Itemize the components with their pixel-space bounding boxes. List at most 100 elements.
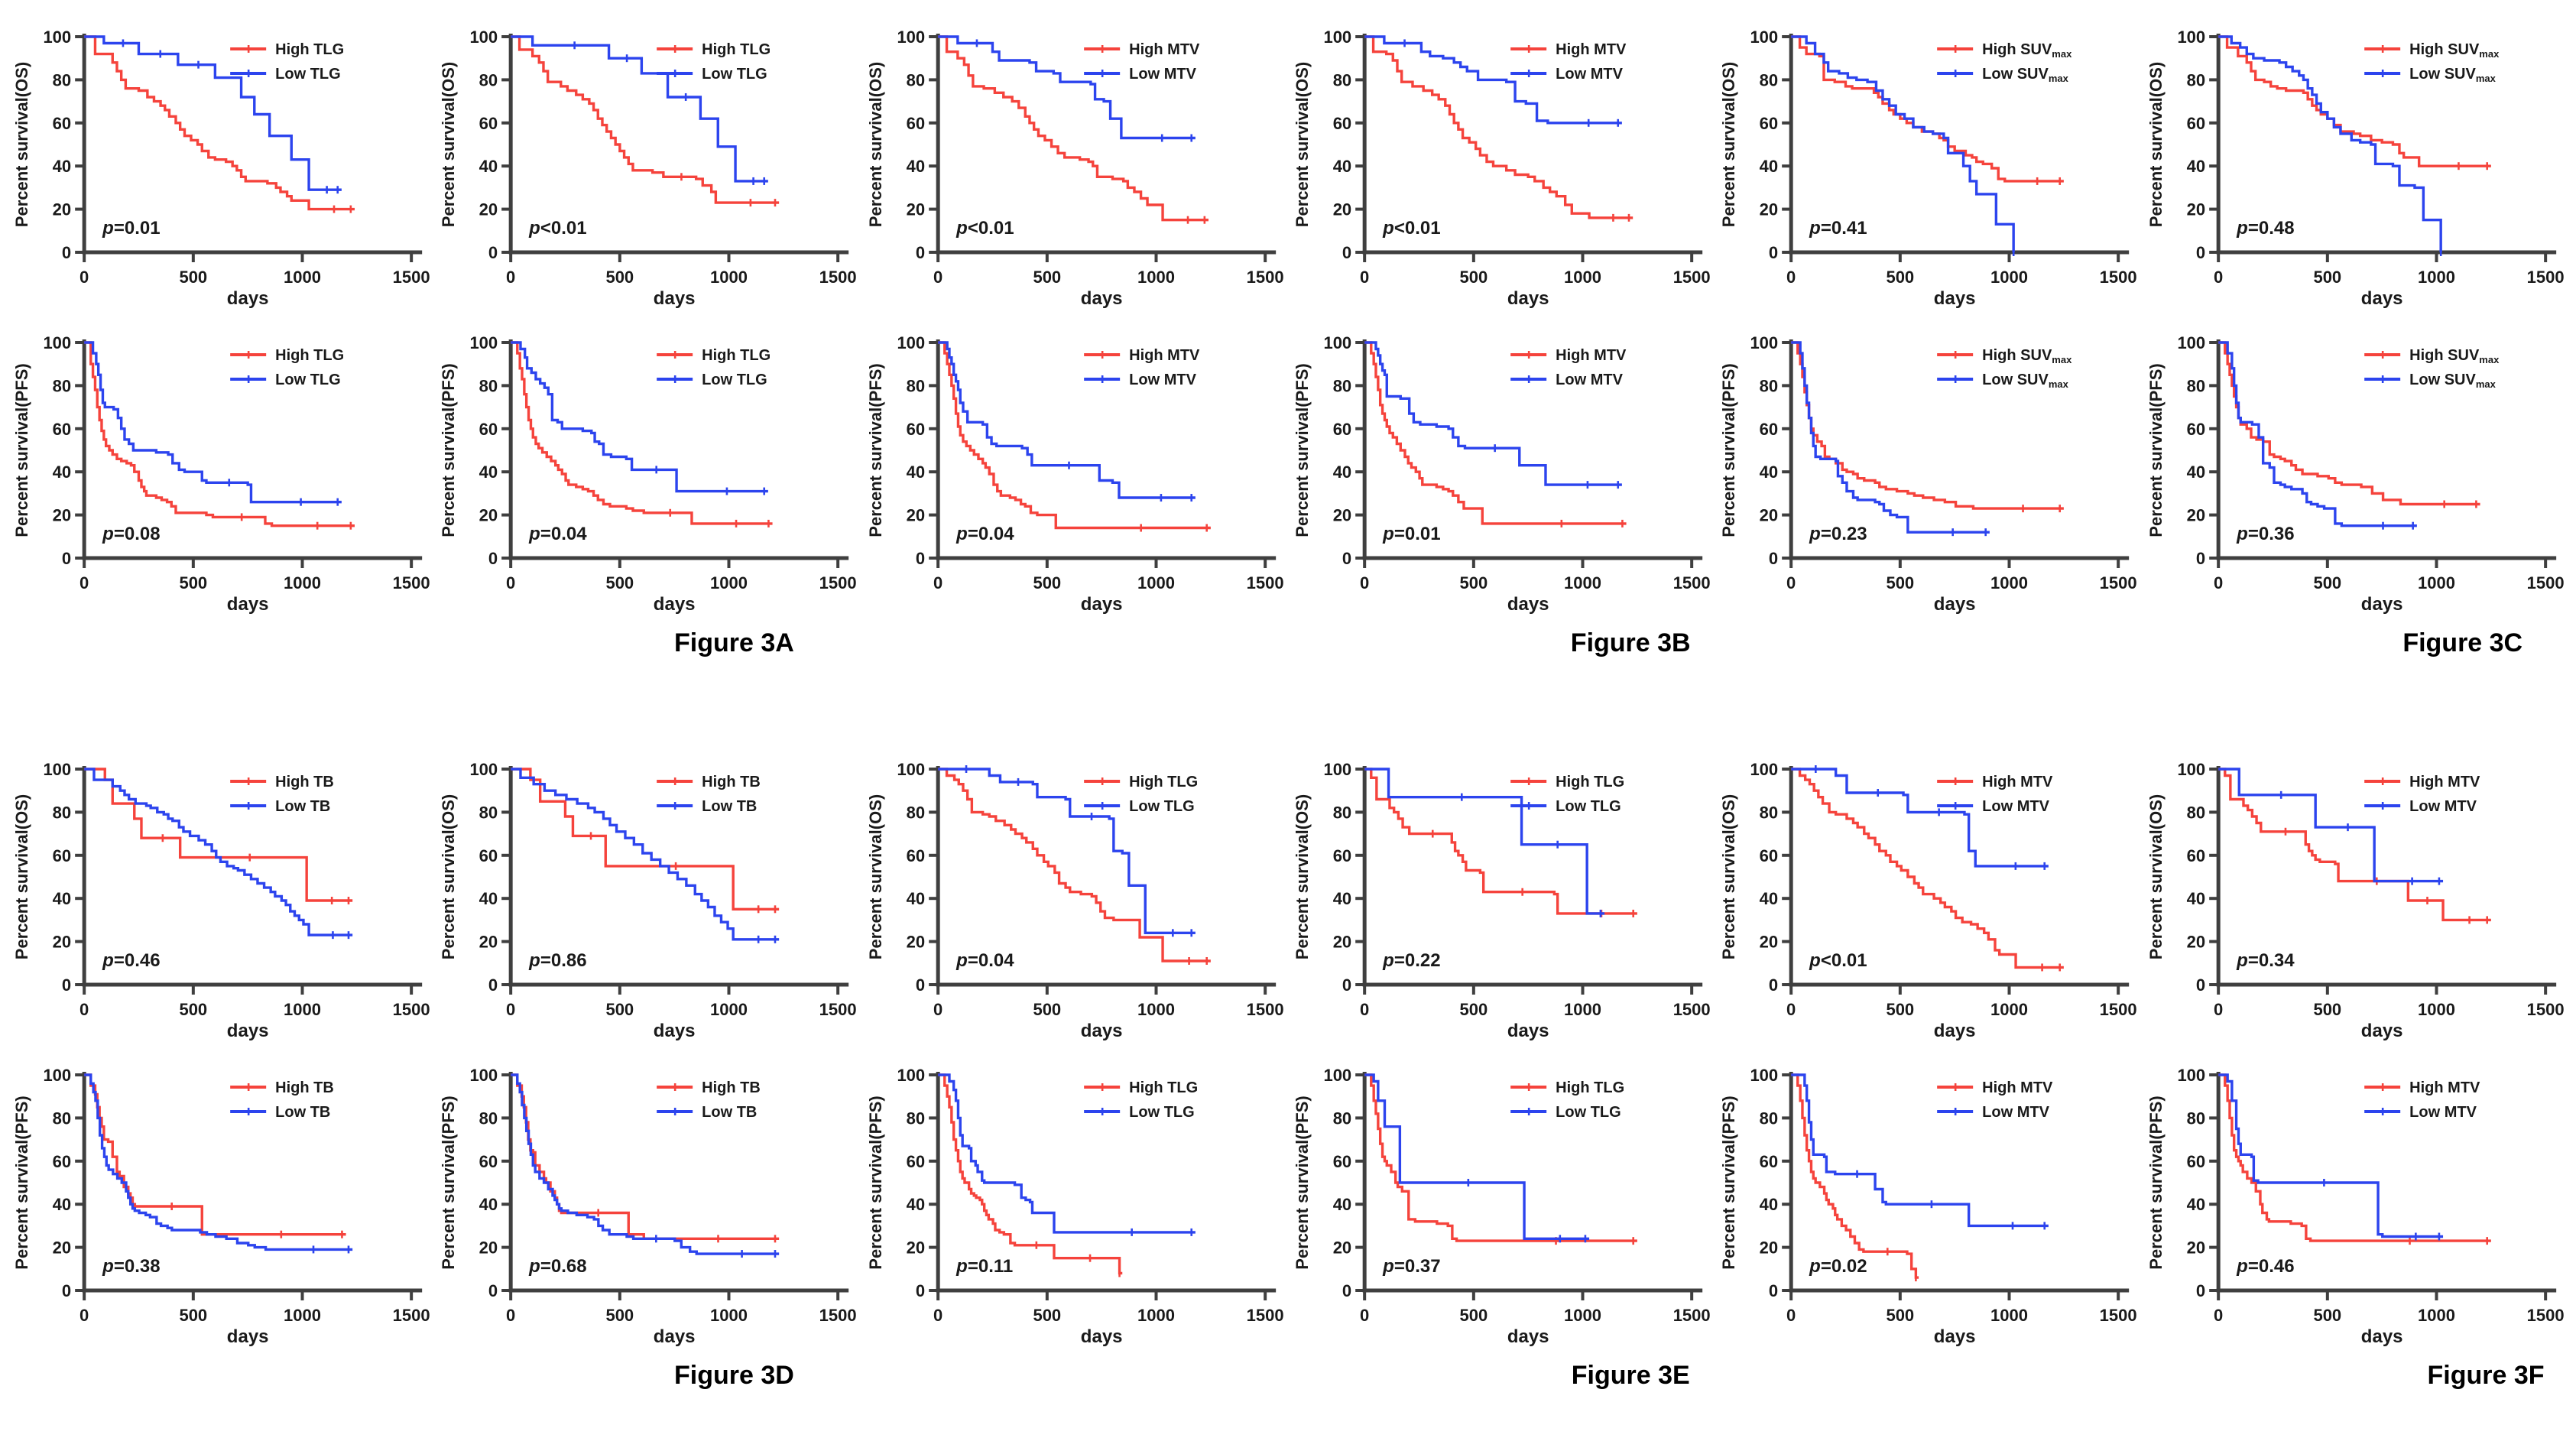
km-plot-3f-pfs-2: 0 20 40 60 80 100 0 500 1000 1500 days Percent surv…: [2142, 1044, 2568, 1350]
y-axis-label: Percent survival(OS): [12, 62, 31, 227]
legend-label-low-tb: Low TB: [275, 798, 330, 815]
panel-label-figure-3c: Figure 3C: [2402, 628, 2523, 657]
svg-text:1500: 1500: [2526, 1000, 2564, 1019]
svg-text:40: 40: [1760, 1195, 1778, 1214]
x-axis-label: days: [227, 594, 269, 615]
y-axis-label: Percent survival(OS): [2146, 62, 2166, 227]
legend-label-high-mtv: High MTV: [1556, 347, 1627, 364]
svg-text:40: 40: [2186, 889, 2205, 908]
legend-label-high-mtv: High MTV: [1129, 41, 1200, 58]
p-value-label: p=0.04: [528, 524, 587, 544]
svg-text:100: 100: [470, 28, 498, 47]
km-plot-3c-pfs-1: 0 20 40 60 80 100 0 500 1000 1500 days Percent surv…: [1715, 312, 2141, 618]
svg-text:60: 60: [479, 1152, 498, 1171]
p-value-label: p=0.36: [2236, 524, 2294, 544]
km-curve-low-suvmax: [1791, 341, 1990, 537]
km-curve-high-mtv: [2218, 768, 2491, 924]
legend-label-low-suvmax: Low SUVmax: [1982, 372, 2068, 390]
km-curve-low-mtv: [2218, 768, 2443, 885]
svg-text:0: 0: [916, 1281, 925, 1300]
x-axis-label: days: [227, 288, 269, 309]
y-axis-label: Percent survival(PFS): [12, 363, 31, 537]
svg-text:20: 20: [2186, 506, 2205, 525]
axes: [2216, 34, 2556, 255]
svg-text:500: 500: [179, 1000, 207, 1019]
svg-text:500: 500: [606, 573, 634, 592]
legend-label-high-tlg: High TLG: [1129, 1079, 1198, 1096]
svg-text:500: 500: [1033, 268, 1061, 287]
svg-text:0: 0: [933, 1306, 942, 1325]
svg-text:1000: 1000: [1990, 1306, 2028, 1325]
legend-label-low-mtv: Low MTV: [1556, 66, 1623, 83]
km-curve-high-mtv: [1364, 341, 1627, 527]
km-plot-3d-pfs-1: 0 20 40 60 80 100 0 500 1000 1500 days Percent surv…: [8, 1044, 434, 1350]
svg-text:40: 40: [1760, 157, 1778, 176]
svg-text:1000: 1000: [2418, 573, 2455, 592]
axes: [1789, 34, 2130, 255]
svg-text:500: 500: [1887, 573, 1915, 592]
svg-text:1500: 1500: [2526, 573, 2564, 592]
x-axis-label: days: [1934, 288, 1976, 309]
svg-text:60: 60: [53, 846, 71, 865]
svg-text:1000: 1000: [1137, 573, 1175, 592]
legend-label-high-suvmax: High SUVmax: [1982, 347, 2072, 365]
svg-text:0: 0: [62, 549, 71, 568]
svg-text:20: 20: [1760, 1238, 1778, 1258]
legend-label-high-suvmax: High SUVmax: [2409, 347, 2500, 365]
km-curve-high-tlg: [937, 1073, 1122, 1277]
km-curve-high-suvmax: [1791, 341, 2065, 513]
p-value-label: p=0.02: [1809, 1256, 1867, 1277]
svg-text:0: 0: [2196, 549, 2205, 568]
axes: [82, 34, 423, 255]
x-axis-label: days: [2360, 288, 2402, 309]
km-curve-high-tlg: [511, 35, 780, 207]
km-curve-high-mtv: [2218, 1073, 2491, 1245]
legend-label-high-tlg: High TLG: [702, 347, 771, 364]
legend-label-low-mtv: Low MTV: [1556, 372, 1623, 388]
y-axis-label: Percent survival(PFS): [1719, 363, 1738, 537]
km-plot-3c-pfs-2: 0 20 40 60 80 100 0 500 1000 1500 days Percent surv…: [2142, 312, 2568, 618]
svg-text:100: 100: [1750, 1066, 1779, 1085]
svg-text:1500: 1500: [1246, 268, 1283, 287]
km-plot-3c-os-1: 0 20 40 60 80 100 0 500 1000 1500 days Percent surv…: [1715, 6, 2141, 312]
svg-text:60: 60: [53, 114, 71, 133]
svg-text:60: 60: [906, 420, 924, 439]
legend-label-low-mtv: Low MTV: [2409, 1104, 2477, 1121]
panel-label-figure-3e: Figure 3E: [1571, 1361, 1690, 1390]
km-curve-low-tlg: [1364, 1073, 1590, 1243]
x-axis-label: days: [1080, 288, 1122, 309]
svg-text:0: 0: [62, 243, 71, 262]
svg-text:40: 40: [1333, 463, 1351, 482]
svg-text:0: 0: [79, 268, 89, 287]
x-axis-label: days: [654, 288, 696, 309]
svg-text:40: 40: [1333, 157, 1351, 176]
svg-text:0: 0: [488, 975, 498, 995]
y-axis-label: Percent survival(PFS): [439, 363, 458, 537]
svg-text:0: 0: [1342, 549, 1351, 568]
svg-text:40: 40: [53, 463, 71, 482]
y-axis-label: Percent survival(PFS): [1719, 1096, 1738, 1269]
km-curve-low-tlg: [1364, 768, 1605, 917]
svg-text:0: 0: [1769, 1281, 1778, 1300]
svg-text:20: 20: [479, 1238, 498, 1258]
svg-text:1000: 1000: [710, 1306, 748, 1325]
p-value-label: p=0.34: [2236, 950, 2295, 971]
svg-text:100: 100: [2177, 333, 2205, 352]
legend-label-high-suvmax: High SUVmax: [2409, 41, 2500, 60]
svg-text:80: 80: [906, 1109, 924, 1128]
svg-text:20: 20: [53, 506, 71, 525]
km-plot-3e-pfs-1: 0 20 40 60 80 100 0 500 1000 1500 days Percent surv…: [861, 1044, 1288, 1350]
legend-label-high-tlg: High TLG: [702, 41, 771, 58]
legend-label-low-tb: Low TB: [275, 1104, 330, 1121]
x-axis-label: days: [654, 594, 696, 615]
